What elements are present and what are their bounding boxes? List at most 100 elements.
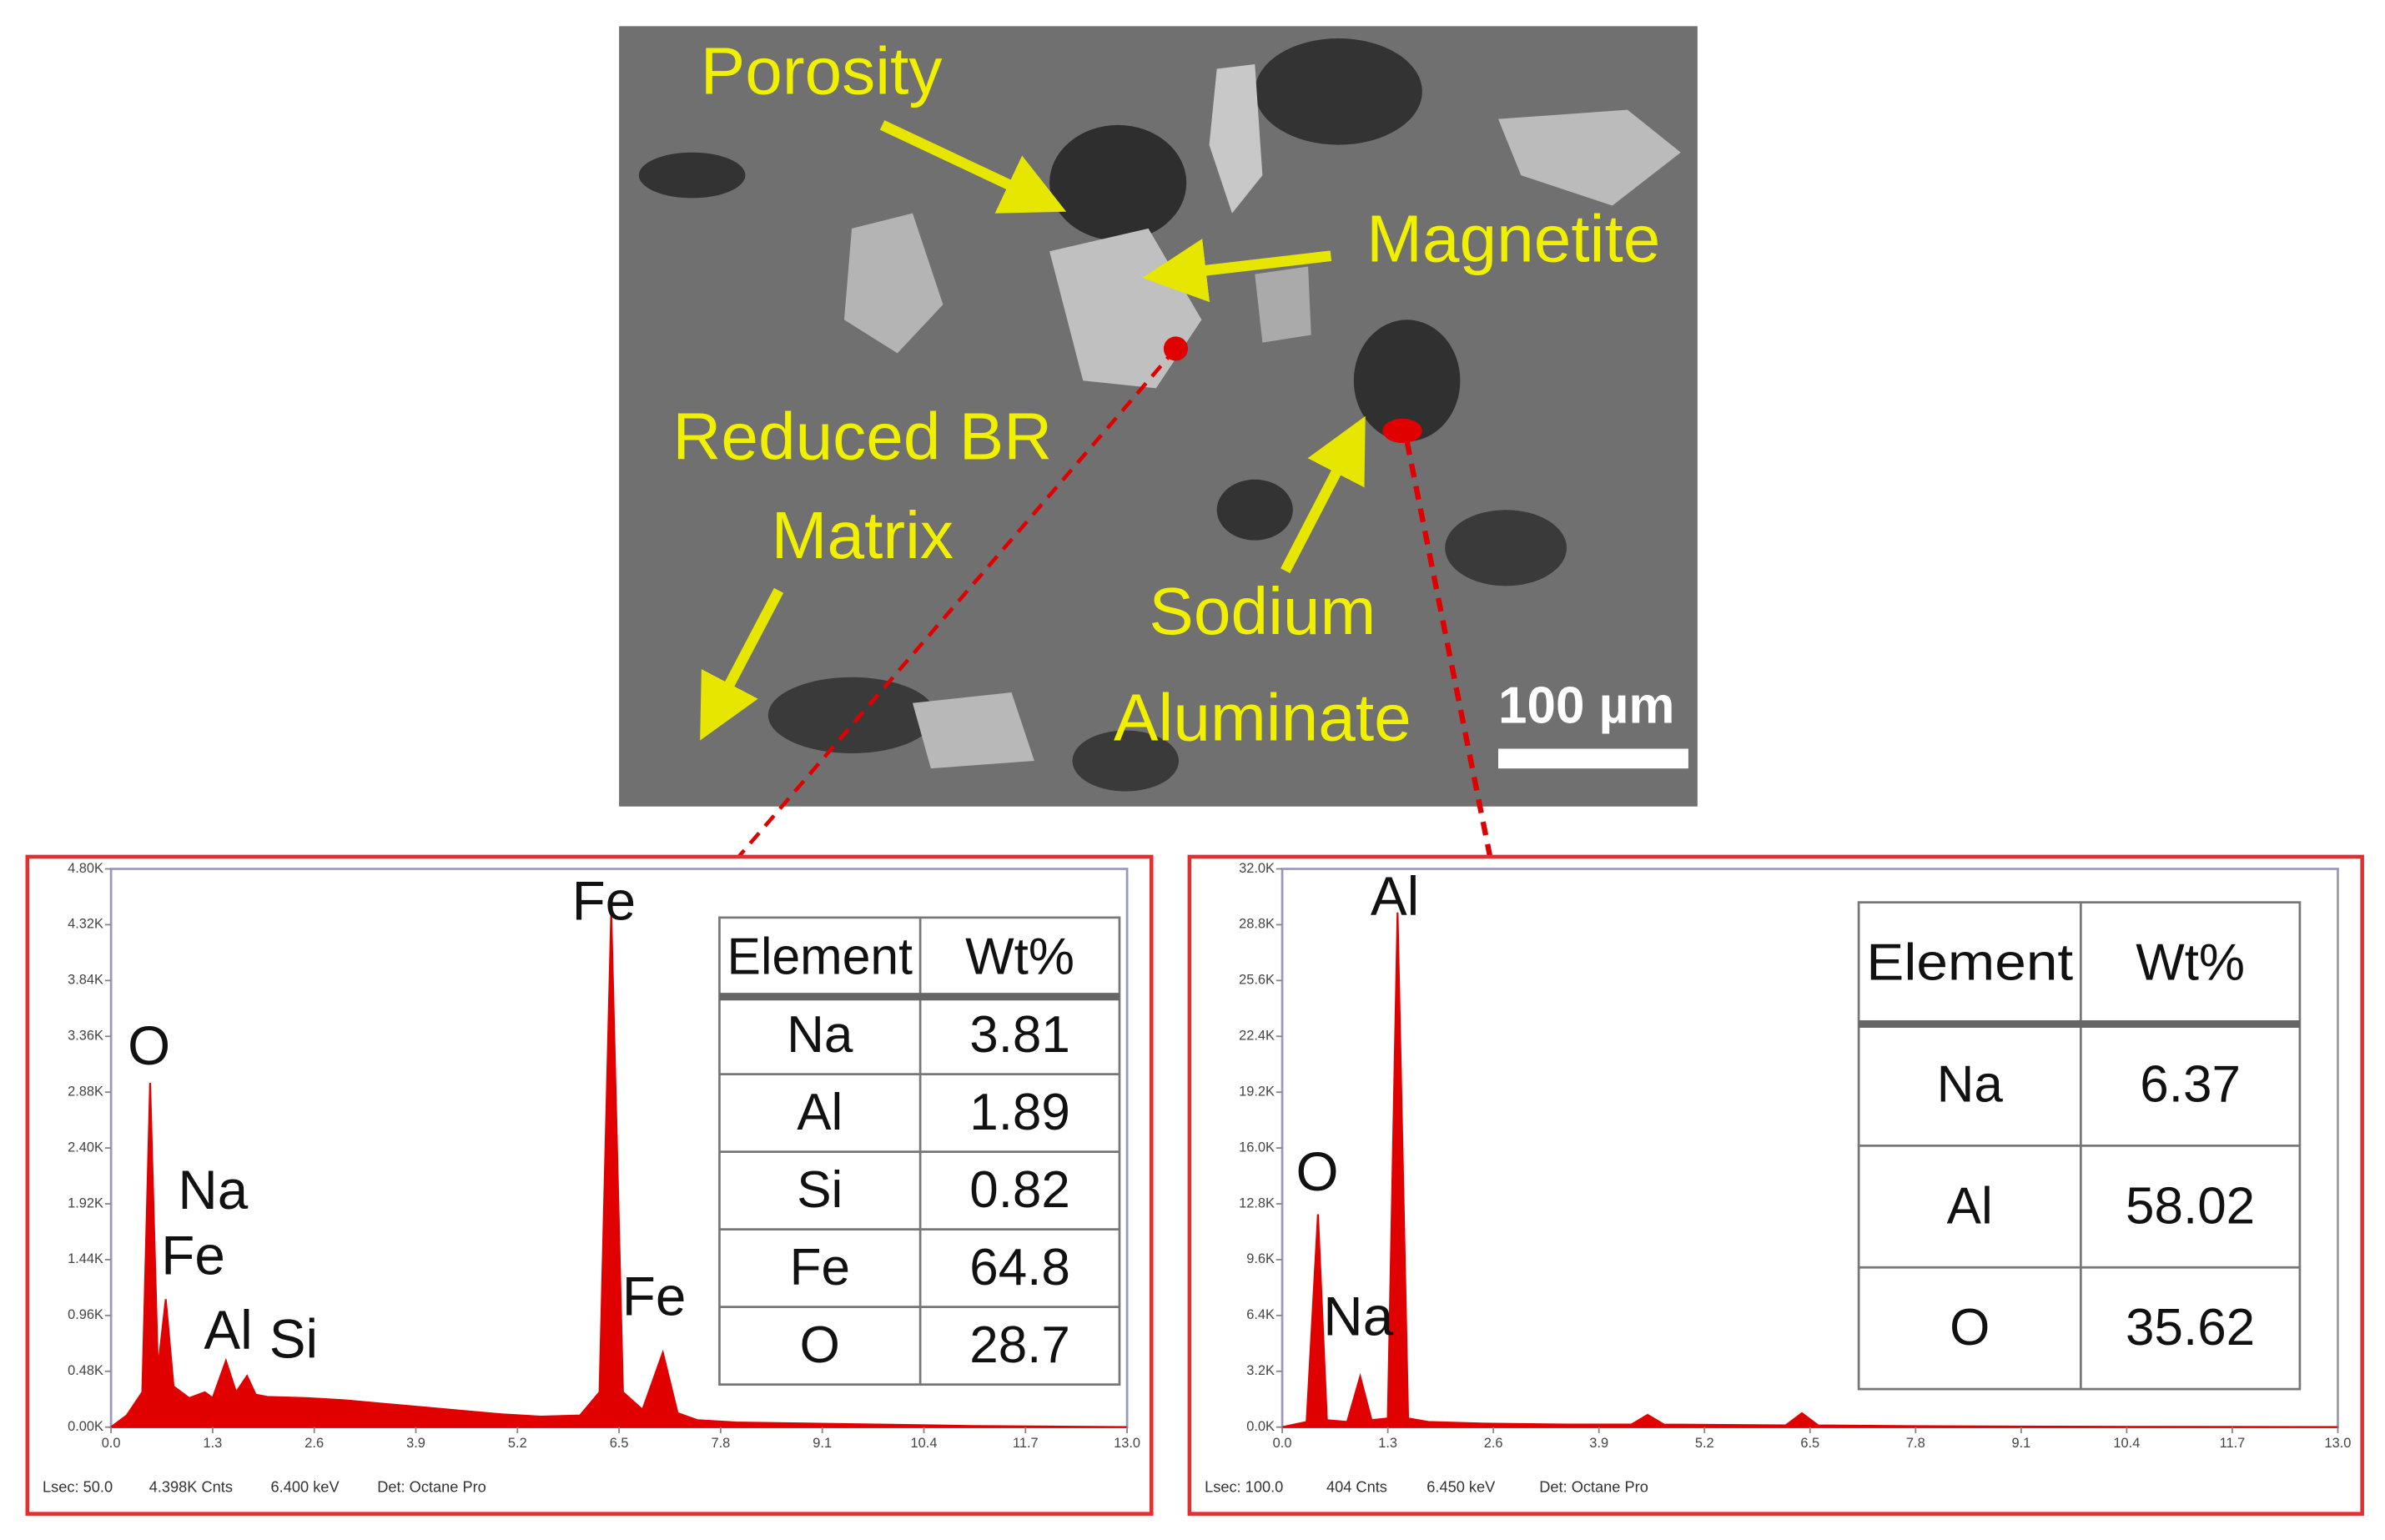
x-tick-label: 9.1 bbox=[813, 1436, 832, 1451]
peak-label: Si bbox=[269, 1309, 318, 1370]
table-cell: 28.7 bbox=[969, 1316, 1070, 1374]
y-tick-label: 32.0K bbox=[1239, 861, 1275, 876]
pore bbox=[767, 677, 936, 753]
peak-label: Na bbox=[1323, 1286, 1393, 1346]
y-tick-label: 4.32K bbox=[68, 917, 103, 932]
peak-label: Al bbox=[1371, 866, 1419, 927]
footer-info: 6.400 keV bbox=[271, 1477, 340, 1495]
y-tick-label: 0.96K bbox=[68, 1307, 103, 1322]
y-tick-label: 0.00K bbox=[68, 1419, 103, 1434]
grain bbox=[1209, 63, 1263, 214]
footer-info: 6.450 keV bbox=[1426, 1477, 1496, 1495]
x-tick-label: 10.4 bbox=[2113, 1436, 2140, 1451]
pore bbox=[1072, 730, 1180, 792]
y-tick-label: 2.40K bbox=[68, 1140, 103, 1155]
x-tick-label: 9.1 bbox=[2011, 1436, 2030, 1451]
x-tick-label: 0.0 bbox=[1273, 1436, 1292, 1451]
x-tick-label: 10.4 bbox=[911, 1436, 938, 1451]
peak-label: Fe bbox=[572, 871, 637, 932]
y-tick-label: 4.80K bbox=[68, 861, 103, 876]
pore bbox=[1049, 124, 1187, 241]
arrow bbox=[1281, 415, 1366, 574]
arrow bbox=[700, 587, 784, 741]
y-tick-label: 19.2K bbox=[1239, 1085, 1275, 1100]
table-header: Wt% bbox=[2136, 934, 2245, 992]
x-tick-label: 6.5 bbox=[1800, 1436, 1819, 1451]
sem-label: Sodium bbox=[1149, 573, 1376, 648]
scale-label: 100 µm bbox=[1498, 677, 1674, 734]
x-tick-label: 2.6 bbox=[1484, 1436, 1503, 1451]
table-cell: 0.82 bbox=[969, 1161, 1070, 1219]
y-tick-label: 3.36K bbox=[68, 1029, 103, 1044]
y-tick-label: 3.2K bbox=[1246, 1363, 1275, 1378]
scale-bar bbox=[1497, 748, 1688, 769]
table-cell: 58.02 bbox=[2126, 1177, 2255, 1235]
spot-2 bbox=[1382, 418, 1422, 443]
x-tick-label: 11.7 bbox=[2220, 1436, 2246, 1451]
grain bbox=[913, 692, 1034, 769]
footer-info: Lsec: 100.0 bbox=[1205, 1477, 1283, 1495]
y-tick-label: 16.0K bbox=[1239, 1140, 1275, 1155]
spectrum bbox=[1281, 912, 2338, 1428]
sem-image: Porosity Magnetite Reduced BR Matrix Sod… bbox=[619, 26, 1698, 968]
table-cell: Si bbox=[797, 1161, 843, 1219]
y-tick-label: 6.4K bbox=[1246, 1307, 1275, 1322]
x-tick-label: 3.9 bbox=[406, 1436, 425, 1451]
x-tick-label: 2.6 bbox=[304, 1436, 324, 1451]
x-tick-label: 0.0 bbox=[102, 1436, 121, 1451]
pore bbox=[1216, 479, 1293, 541]
table-header: Element bbox=[727, 928, 913, 985]
x-tick-label: 1.3 bbox=[203, 1436, 222, 1451]
table-cell: Na bbox=[1937, 1055, 2004, 1113]
y-tick-label: 12.8K bbox=[1239, 1195, 1275, 1210]
spectrum bbox=[108, 912, 1128, 1428]
footer-info: 4.398K Cnts bbox=[149, 1477, 233, 1495]
footer-info: Lsec: 50.0 bbox=[43, 1477, 113, 1495]
peak-label: Al bbox=[204, 1300, 252, 1361]
arrow bbox=[1142, 239, 1332, 303]
sem-label: Aluminate bbox=[1114, 680, 1411, 755]
sem-label: Porosity bbox=[701, 33, 943, 108]
y-tick-label: 9.6K bbox=[1246, 1251, 1275, 1266]
y-tick-label: 2.88K bbox=[68, 1085, 103, 1100]
grain bbox=[843, 213, 943, 354]
label-arrows bbox=[700, 120, 1366, 741]
footer-info: Det: Octane Pro bbox=[377, 1477, 486, 1495]
table-cell: O bbox=[800, 1316, 840, 1374]
x-tick-label: 13.0 bbox=[2325, 1436, 2352, 1451]
peak-label: Na bbox=[178, 1160, 248, 1220]
link-arrow bbox=[1404, 440, 1516, 937]
eds-panel: 0.00K 0.48K 0.96K 1.44K 1.92K 2.40K 2.88K 3.36K… bbox=[25, 854, 1154, 1516]
pore bbox=[1445, 510, 1567, 586]
y-tick-label: 22.4K bbox=[1239, 1029, 1275, 1044]
pore bbox=[1255, 38, 1422, 145]
sem-label: Matrix bbox=[772, 497, 953, 572]
eds-panel: 0.0K 3.2K 6.4K 9.6K 12.8K 16.0K 19.2K 22.4K 25.6… bbox=[1187, 854, 2364, 1516]
grain bbox=[1255, 266, 1311, 343]
table-cell: 1.89 bbox=[969, 1084, 1070, 1141]
y-tick-label: 3.84K bbox=[68, 973, 103, 988]
x-tick-label: 11.7 bbox=[1013, 1436, 1039, 1451]
x-tick-label: 7.8 bbox=[711, 1436, 730, 1451]
peak-label: Fe bbox=[622, 1266, 687, 1327]
arrow bbox=[879, 120, 1067, 214]
table-header: Element bbox=[1866, 934, 2073, 992]
grain bbox=[1497, 109, 1681, 206]
x-tick-label: 1.3 bbox=[1378, 1436, 1397, 1451]
table-cell: 35.62 bbox=[2126, 1299, 2255, 1356]
x-tick-label: 3.9 bbox=[1589, 1436, 1608, 1451]
table-cell: 6.37 bbox=[2140, 1055, 2241, 1113]
x-tick-label: 6.5 bbox=[610, 1436, 629, 1451]
table-cell: Na bbox=[787, 1006, 853, 1064]
table-header: Wt% bbox=[965, 928, 1074, 985]
footer-info: 404 Cnts bbox=[1326, 1477, 1387, 1495]
peak-label: O bbox=[128, 1015, 170, 1076]
table-cell: Al bbox=[1947, 1177, 1993, 1235]
table-cell: 3.81 bbox=[969, 1006, 1070, 1064]
y-tick-label: 0.48K bbox=[68, 1363, 103, 1378]
table-cell: O bbox=[1950, 1299, 1990, 1356]
x-tick-label: 13.0 bbox=[1114, 1436, 1140, 1451]
x-tick-label: 5.2 bbox=[508, 1436, 527, 1451]
pore bbox=[638, 152, 746, 199]
